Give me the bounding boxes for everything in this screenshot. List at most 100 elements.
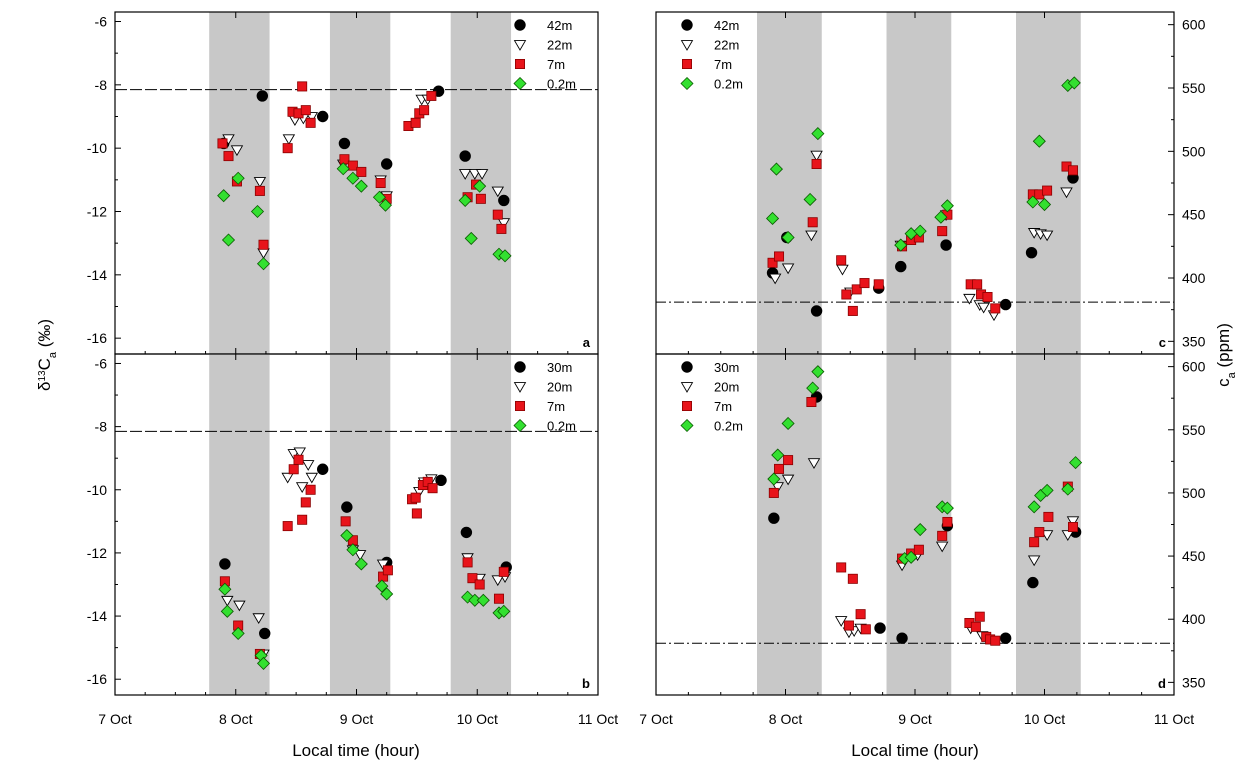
- legend-label: 7m: [547, 57, 565, 72]
- legend: 42m 22m 7m 0.2m: [513, 18, 576, 92]
- data-point-7m: [972, 279, 983, 290]
- data-point-0.2m: [340, 529, 354, 543]
- data-point-7m: [836, 255, 847, 266]
- data-point-0.2m: [811, 127, 825, 141]
- data-point-0.2m: [354, 557, 368, 571]
- panel-d: 350 400 450 500 550 600 7 Oct 8 Oct 9 Oct 10 Oct 1…: [639, 353, 1206, 727]
- data-point-7m: [836, 562, 847, 573]
- night-band: [1016, 12, 1081, 354]
- data-point-20m: [1066, 516, 1080, 528]
- y-tick-label: 600: [1182, 17, 1206, 33]
- night-band: [886, 12, 952, 354]
- data-point-0.2m: [781, 416, 795, 431]
- data-point-7m: [493, 593, 504, 604]
- y-tick-label: -6: [95, 14, 108, 30]
- y-tick-label: -8: [95, 419, 108, 435]
- data-point-0.2m: [458, 193, 472, 207]
- data-point-20m: [1040, 530, 1054, 541]
- y-tick-label: -16: [87, 330, 107, 346]
- y-tick-label: -8: [95, 77, 108, 93]
- data-point-7m: [806, 396, 817, 407]
- data-point-7m: [942, 516, 953, 527]
- night-band: [209, 354, 270, 695]
- data-points: [767, 365, 1083, 646]
- legend-marker-42m: [681, 19, 693, 31]
- data-point-42m: [459, 150, 471, 162]
- legend-marker-7m: [682, 59, 693, 70]
- legend-marker-0.2m: [513, 418, 527, 433]
- x-axis-title-left: Local time (hour): [292, 741, 420, 760]
- data-point-0.2m: [380, 587, 394, 601]
- data-point-0.2m: [354, 179, 368, 193]
- data-point-0.2m: [476, 593, 490, 607]
- data-point-22m: [768, 273, 782, 285]
- data-point-0.2m: [473, 179, 487, 193]
- x-tick-label: 8 Oct: [769, 711, 803, 727]
- data-point-30m: [768, 512, 780, 524]
- panel-label: a: [583, 335, 591, 350]
- data-point-0.2m: [1032, 134, 1046, 148]
- x-tick-label: 10 Oct: [1024, 711, 1065, 727]
- legend-marker-42m: [514, 19, 526, 31]
- data-points: [217, 81, 512, 271]
- data-point-7m: [305, 484, 316, 495]
- data-point-0.2m: [346, 171, 360, 185]
- data-point-7m: [282, 143, 293, 154]
- panel-a: -6 -8 -10 -12 -14 -16 a 42m 22m 7m 0.2m: [87, 11, 599, 355]
- data-point-0.2m: [497, 604, 511, 618]
- data-point-0.2m: [346, 543, 360, 557]
- data-point-7m: [1034, 527, 1045, 538]
- y-tick-label: -12: [87, 204, 107, 220]
- data-point-7m: [426, 90, 437, 101]
- data-point-30m: [460, 526, 473, 539]
- data-point-7m: [410, 117, 421, 128]
- y-tick-label: 550: [1182, 80, 1206, 96]
- data-point-30m: [896, 632, 908, 644]
- data-point-7m: [873, 279, 884, 290]
- legend-label: 30m: [714, 360, 739, 375]
- data-point-7m: [937, 226, 948, 237]
- data-point-7m: [300, 497, 311, 508]
- legend-label: 22m: [547, 38, 572, 53]
- x-tick-label: 7 Oct: [98, 711, 132, 727]
- data-point-7m: [841, 289, 852, 300]
- data-point-42m: [256, 90, 269, 102]
- data-point-7m: [1067, 165, 1078, 176]
- data-point-30m: [341, 501, 353, 513]
- data-point-0.2m: [1067, 76, 1081, 90]
- data-point-7m: [297, 81, 308, 92]
- y-tick-label: 500: [1182, 485, 1206, 501]
- data-point-0.2m: [461, 590, 475, 604]
- data-point-7m: [340, 516, 351, 527]
- data-point-7m: [851, 284, 862, 295]
- data-point-22m: [475, 169, 489, 180]
- data-point-0.2m: [781, 230, 795, 245]
- data-point-20m: [491, 575, 505, 587]
- legend-marker-20m: [513, 382, 527, 393]
- legend-label: 42m: [714, 18, 739, 33]
- legend-label: 7m: [714, 399, 732, 414]
- data-point-7m: [475, 193, 486, 204]
- right-axis-title: ca (ppm): [1214, 323, 1238, 387]
- data-point-7m: [254, 185, 265, 196]
- data-point-0.2m: [894, 238, 908, 252]
- data-point-42m: [498, 194, 510, 207]
- data-point-0.2m: [913, 523, 927, 537]
- legend-marker-7m: [515, 400, 526, 411]
- data-point-20m: [293, 447, 306, 459]
- data-point-30m: [219, 558, 231, 570]
- data-point-7m: [811, 158, 822, 169]
- panel-label: d: [1158, 676, 1166, 691]
- data-point-7m: [492, 209, 503, 220]
- y-tick-label: 400: [1182, 270, 1206, 286]
- panel-label: c: [1159, 335, 1166, 350]
- data-point-42m: [338, 137, 351, 150]
- y-tick-label: 450: [1182, 207, 1206, 223]
- y-tick-label: 350: [1182, 333, 1206, 349]
- data-point-0.2m: [940, 199, 954, 213]
- data-point-20m: [771, 482, 784, 493]
- data-point-30m: [874, 622, 886, 634]
- data-point-22m: [963, 293, 976, 305]
- data-point-7m: [496, 223, 507, 234]
- x-tick-label: 11 Oct: [578, 711, 618, 727]
